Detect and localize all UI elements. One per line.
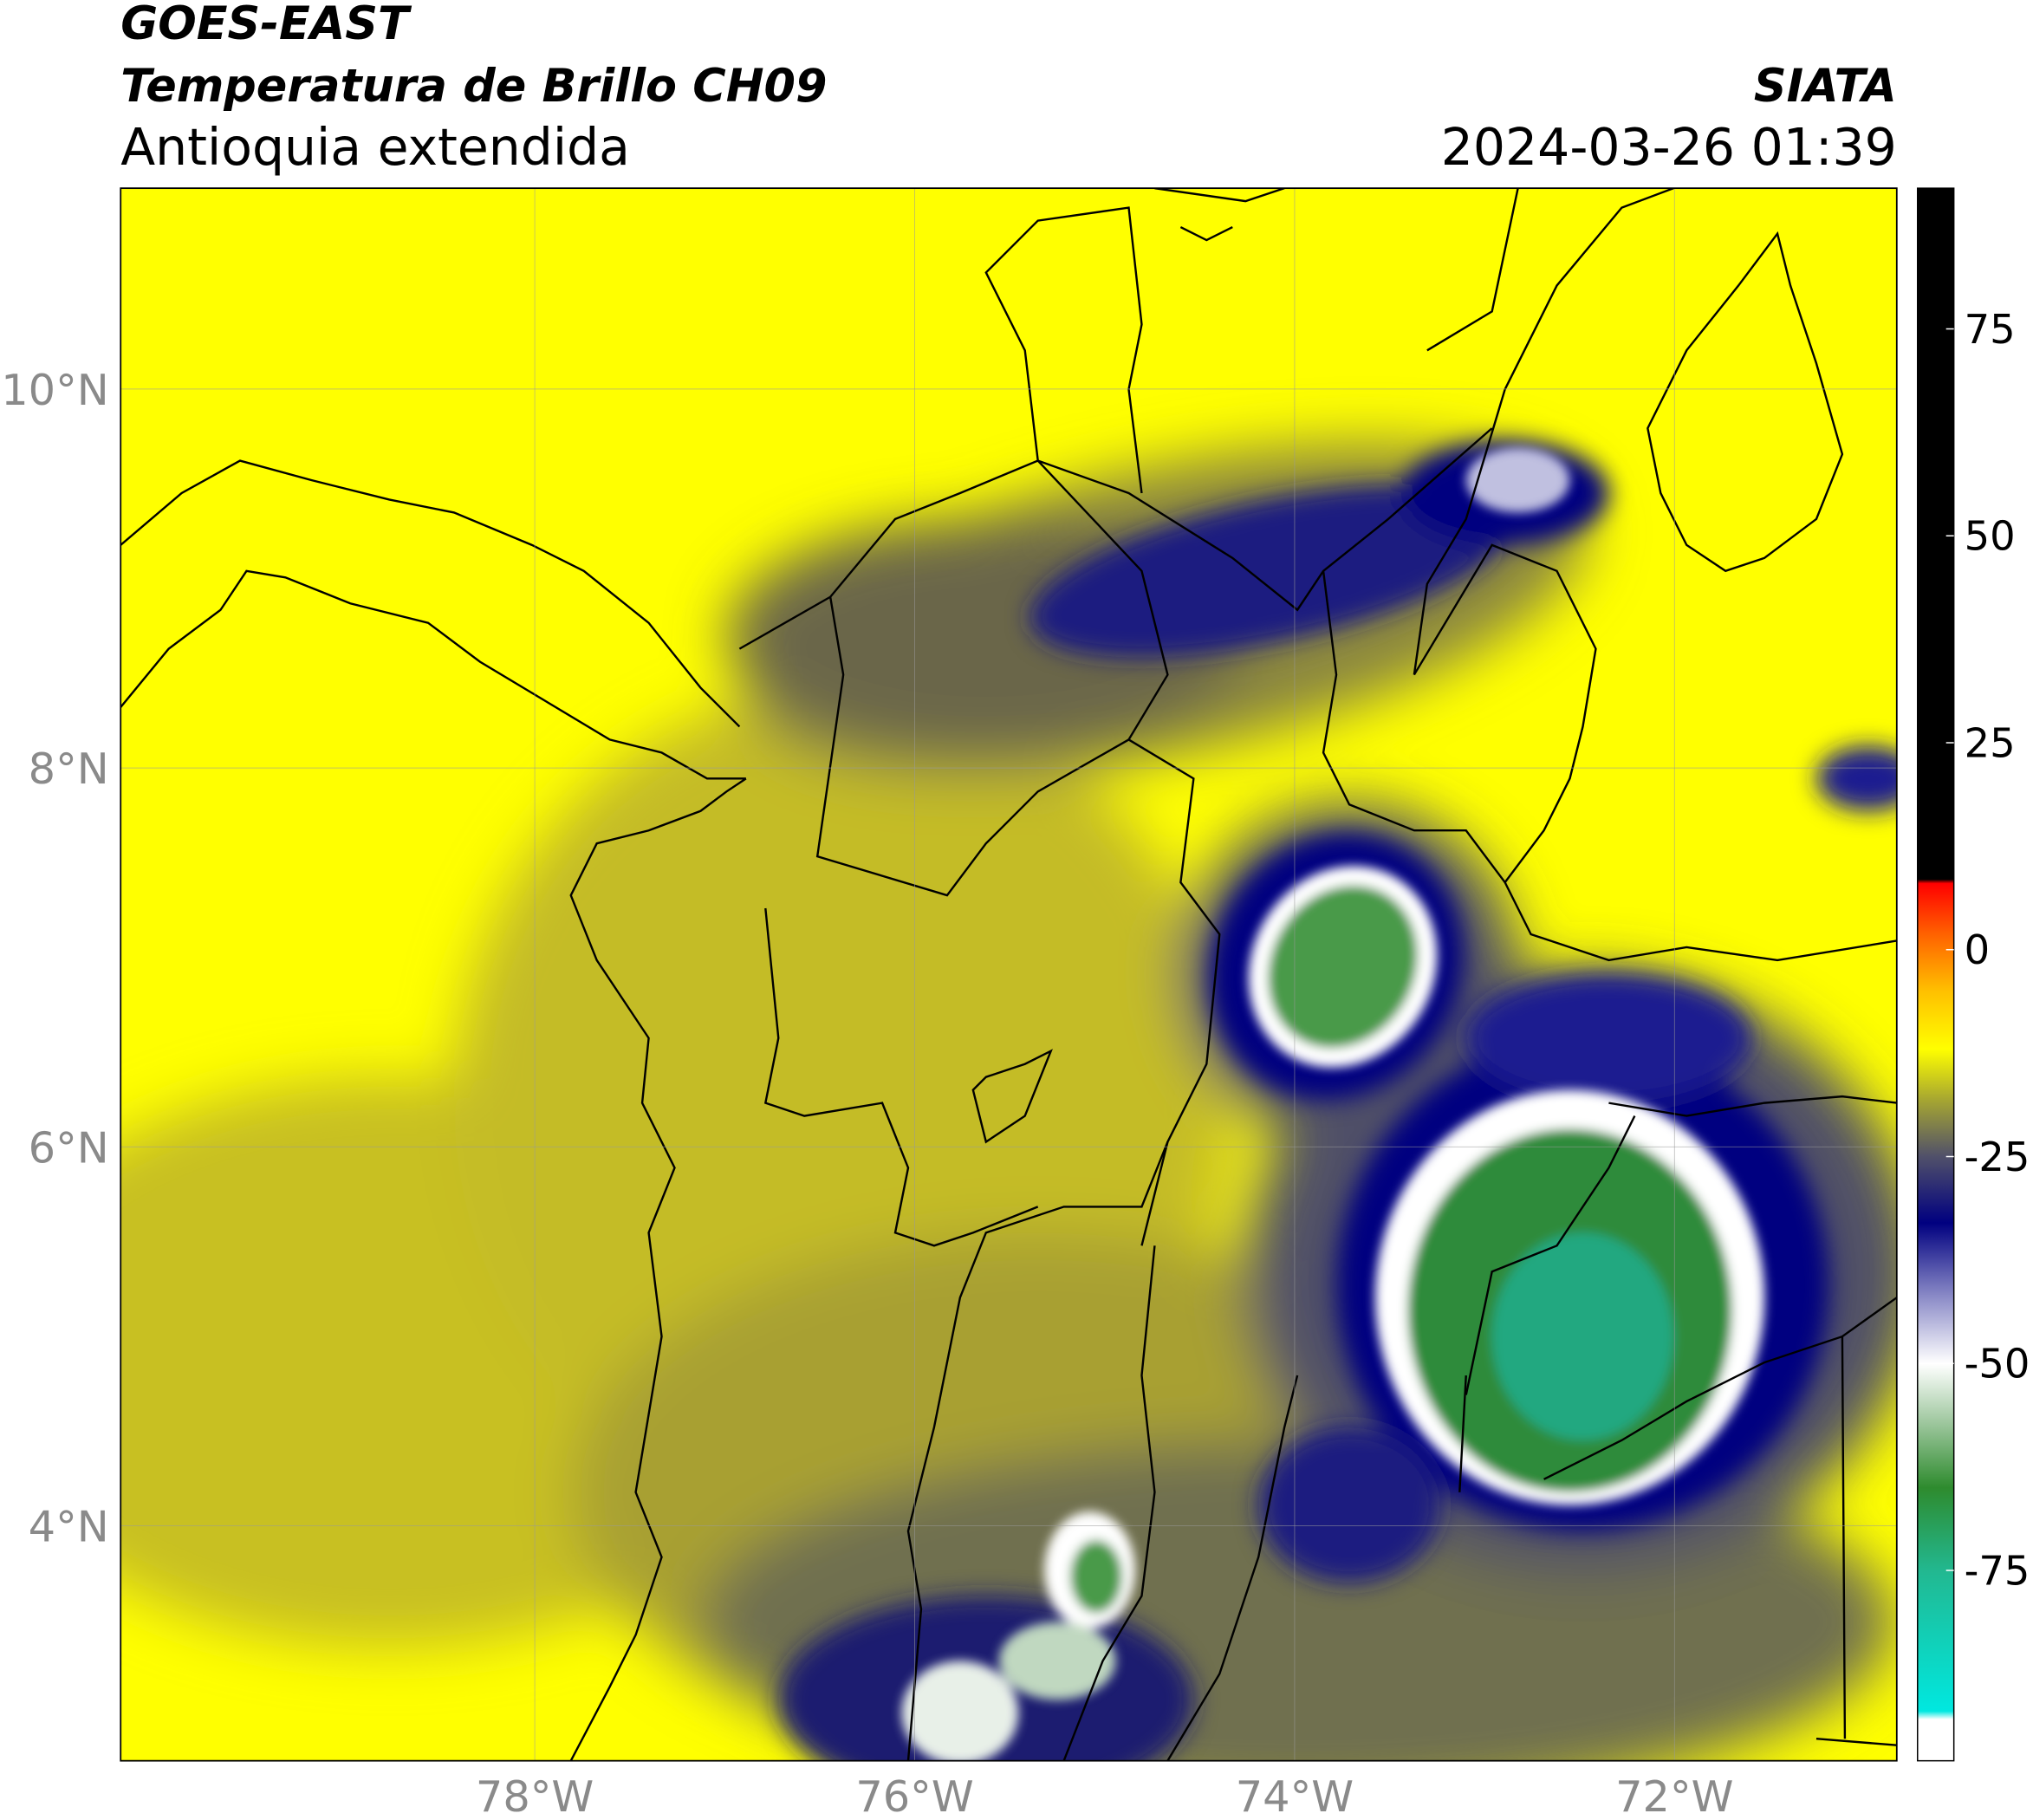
lat-tick-label: 4°N <box>29 1502 109 1552</box>
lat-tick-label: 6°N <box>29 1122 109 1173</box>
map-image <box>120 188 1897 1761</box>
source: SIATA <box>1754 60 1897 113</box>
lon-tick-label: 74°W <box>1236 1771 1354 1820</box>
subtitle: Temperatura de Brillo CH09 <box>120 60 827 113</box>
colorbar <box>1917 187 1955 1762</box>
tick-layer: 10°N 8°N 6°N 4°N 78°W 76°W 74°W 72°W 75 50 25 0 -25 -… <box>1 306 2030 1820</box>
lat-tick-label: 8°N <box>29 744 109 794</box>
boundaries <box>120 188 1897 1761</box>
lon-tick-label: 76°W <box>855 1771 973 1820</box>
colorbar-tick-label: -75 <box>1965 1547 2030 1594</box>
colorbar-tick-label: -50 <box>1965 1341 2030 1388</box>
region: Antioquia extendida <box>120 118 630 177</box>
datetime: 2024-03-26 01:39 <box>1441 118 1897 177</box>
colorbar-tick-label: 25 <box>1965 719 2016 766</box>
colorbar-tick-label: 0 <box>1965 926 1991 973</box>
lat-tick-label: 10°N <box>1 365 109 415</box>
title: GOES-EAST <box>120 0 412 50</box>
colorbar-tick-label: -25 <box>1965 1134 2030 1180</box>
lon-tick-label: 72°W <box>1615 1771 1733 1820</box>
colorbar-tick-label: 75 <box>1965 306 2016 353</box>
lon-tick-label: 78°W <box>476 1771 594 1820</box>
map-frame <box>120 187 1898 1762</box>
colorbar-tick-label: 50 <box>1965 513 2016 560</box>
graticule <box>120 188 1897 1761</box>
